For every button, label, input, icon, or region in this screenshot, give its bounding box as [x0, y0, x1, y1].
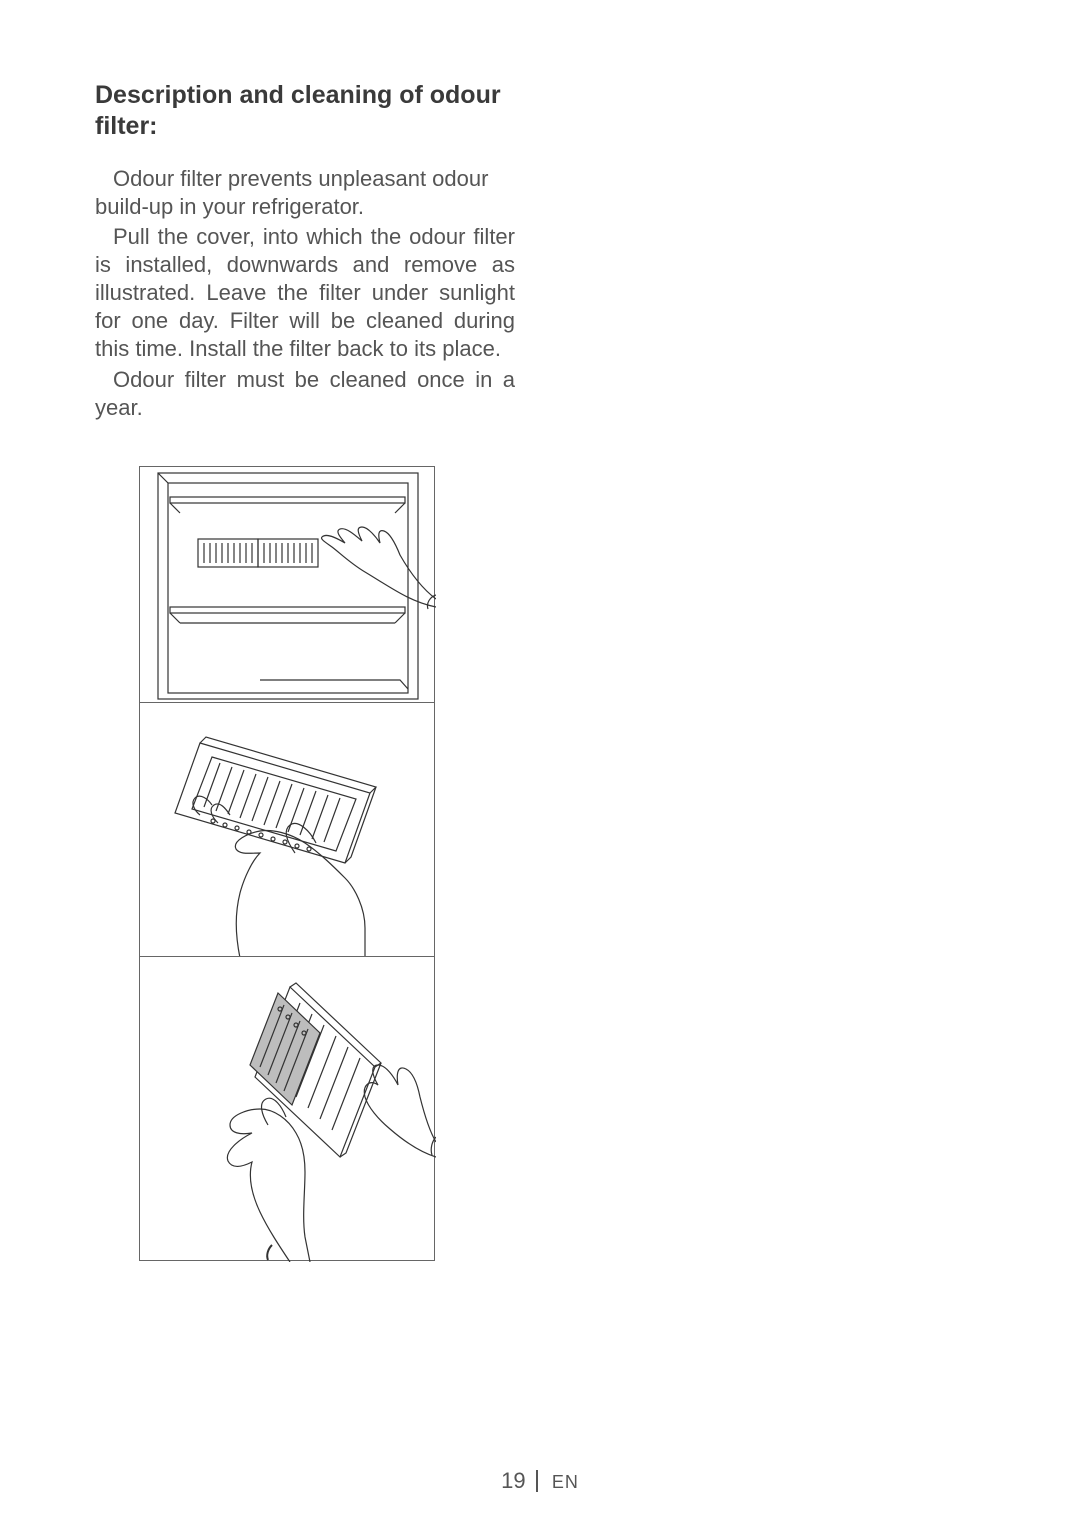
section-heading: Description and cleaning of odour filter…: [95, 80, 515, 143]
paragraph-2: Pull the cover, into which the odour fil…: [95, 223, 515, 364]
figure-stack: [139, 466, 515, 1261]
page: Description and cleaning of odour filter…: [0, 0, 1080, 1532]
figure-hold-filter-cover: [139, 702, 435, 957]
paragraph-1: Odour filter prevents unpleasant odour b…: [95, 165, 515, 221]
paragraph-3: Odour filter must be cleaned once in a y…: [95, 366, 515, 422]
page-number: 19: [501, 1468, 525, 1493]
page-language: EN: [552, 1472, 579, 1492]
footer-separator: [536, 1470, 538, 1492]
text-column: Description and cleaning of odour filter…: [95, 80, 515, 1261]
figure-separate-filter-element: [139, 956, 435, 1261]
figure-remove-cover-in-fridge: [139, 466, 435, 703]
page-footer: 19 EN: [0, 1468, 1080, 1494]
